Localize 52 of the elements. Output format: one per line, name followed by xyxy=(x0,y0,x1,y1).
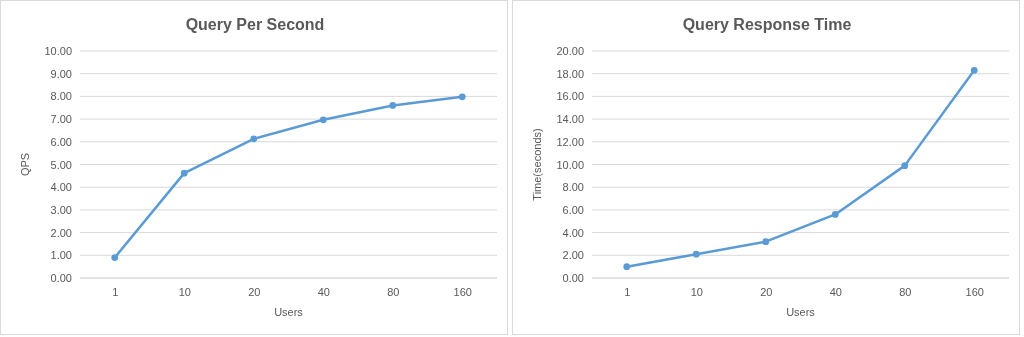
point xyxy=(389,102,397,109)
y-tick-label: 7.00 xyxy=(50,113,72,126)
x-tick-label: 20 xyxy=(760,285,773,298)
y-tick-label: 12.00 xyxy=(556,135,584,148)
x-tick-label: 80 xyxy=(387,285,400,298)
y-tick-label: 6.00 xyxy=(50,135,72,148)
point xyxy=(458,93,466,101)
y-tick-label: 2.00 xyxy=(50,226,72,239)
chart-title: Query Per Second xyxy=(185,16,325,33)
y-tick-label: 8.00 xyxy=(50,90,72,103)
x-axis-title: Users xyxy=(786,306,816,318)
y-tick-label: 5.00 xyxy=(50,158,72,171)
x-tick-label: 40 xyxy=(317,285,330,298)
y-tick-label: 6.00 xyxy=(562,203,584,216)
y-tick-label: 16.00 xyxy=(556,90,584,103)
y-axis-title: QPS xyxy=(19,152,31,177)
x-tick-label: 10 xyxy=(690,285,703,298)
x-tick-label: 10 xyxy=(178,285,191,298)
point xyxy=(762,238,770,246)
x-axis-title: Users xyxy=(274,306,304,318)
y-tick-label: 0.00 xyxy=(50,272,72,285)
x-tick-label: 1 xyxy=(112,285,119,298)
y-tick-label: 8.00 xyxy=(562,181,584,194)
x-tick-label: 40 xyxy=(829,285,842,298)
point xyxy=(831,211,839,218)
y-tick-label: 0.00 xyxy=(562,272,584,285)
point xyxy=(970,66,978,74)
point xyxy=(250,135,258,143)
y-tick-label: 14.00 xyxy=(556,113,584,126)
point xyxy=(623,263,631,271)
y-tick-label: 10.00 xyxy=(556,158,584,171)
x-tick-label: 1 xyxy=(624,285,631,298)
y-tick-label: 4.00 xyxy=(50,181,72,194)
point xyxy=(111,254,119,261)
y-axis-title: Time(seconds) xyxy=(531,128,543,201)
point xyxy=(180,169,188,177)
y-tick-label: 18.00 xyxy=(556,67,584,80)
x-tick-label: 20 xyxy=(248,285,261,298)
x-tick-label: 160 xyxy=(453,285,472,298)
y-tick-label: 2.00 xyxy=(562,249,584,262)
point xyxy=(692,250,700,258)
y-tick-label: 20.00 xyxy=(556,45,584,58)
y-tick-label: 4.00 xyxy=(562,226,584,239)
point xyxy=(319,116,327,124)
chart-title: Query Response Time xyxy=(682,16,852,33)
x-tick-label: 160 xyxy=(965,285,984,298)
y-tick-label: 10.00 xyxy=(44,45,72,58)
y-tick-label: 1.00 xyxy=(50,249,72,262)
y-tick-label: 3.00 xyxy=(50,203,72,216)
y-tick-label: 9.00 xyxy=(50,67,72,80)
point xyxy=(901,162,909,170)
x-tick-label: 80 xyxy=(899,285,912,298)
